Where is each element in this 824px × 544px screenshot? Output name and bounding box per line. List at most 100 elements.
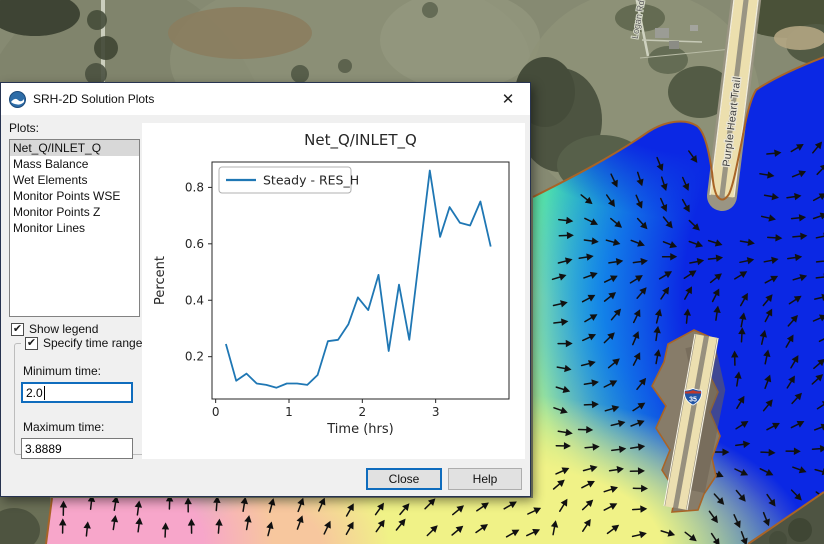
maximum-time-input[interactable]: [21, 438, 133, 459]
flow-arrow-icon: [739, 292, 748, 307]
plot-list-item[interactable]: Monitor Points WSE: [13, 189, 121, 203]
flow-arrow-icon: [653, 325, 661, 342]
flow-arrow-icon: [240, 496, 249, 512]
flow-arrow-icon: [630, 419, 645, 427]
help-button[interactable]: Help: [448, 468, 522, 490]
show-legend-row[interactable]: ✔ Show legend: [11, 322, 98, 336]
flow-arrow-icon: [424, 498, 436, 510]
flow-arrow-icon: [636, 171, 644, 187]
flow-arrow-icon: [764, 275, 779, 284]
flow-arrow-icon: [813, 358, 824, 370]
flow-arrow-icon: [815, 232, 824, 240]
flow-arrow-icon: [604, 405, 620, 413]
flow-arrow-icon: [707, 239, 723, 247]
building: [655, 28, 669, 38]
flow-arrow-icon: [763, 349, 771, 365]
flow-arrow-icon: [710, 532, 720, 544]
show-legend-checkbox[interactable]: ✔: [11, 322, 24, 336]
flow-arrow-icon: [788, 295, 802, 305]
flow-arrow-icon: [557, 339, 573, 348]
flow-arrow-icon: [631, 531, 647, 539]
chart-figure: Net_Q/INLET_Q 0 1 2 3 0.2 0.4 0.6 0.8 Time (hrs) P…: [142, 123, 525, 459]
flow-arrow-icon: [681, 176, 690, 191]
close-icon[interactable]: ✕: [501, 91, 515, 108]
flow-arrow-icon: [660, 529, 676, 537]
flow-arrow-icon: [709, 273, 722, 284]
flow-arrow-icon: [603, 292, 617, 302]
flow-arrow-icon: [580, 360, 596, 368]
flow-arrow-icon: [581, 499, 594, 511]
plot-list-item[interactable]: Mass Balance: [13, 157, 89, 171]
flow-arrow-icon: [815, 257, 824, 265]
flow-arrow-icon: [632, 352, 641, 366]
flow-arrow-icon: [762, 399, 773, 412]
flow-arrow-icon: [606, 524, 620, 535]
plot-list-item[interactable]: Monitor Points Z: [13, 205, 101, 219]
flow-arrow-icon: [451, 525, 464, 536]
flow-arrow-icon: [610, 217, 623, 228]
flow-arrow-icon: [707, 254, 724, 262]
plot-list-item[interactable]: Monitor Lines: [13, 221, 86, 235]
specify-time-range-label: Specify time range: [43, 336, 143, 350]
flow-arrow-icon: [790, 420, 805, 429]
flow-arrow-icon: [583, 400, 599, 409]
flow-arrow-icon: [812, 141, 823, 154]
flow-arrow-icon: [760, 214, 776, 222]
flow-arrow-icon: [631, 505, 648, 513]
flow-arrow-icon: [653, 349, 662, 365]
flow-arrow-icon: [713, 305, 721, 321]
flow-arrow-icon: [733, 514, 741, 529]
plot-list[interactable]: Net_Q/INLET_Q Mass Balance Wet Elements Mon…: [9, 139, 140, 317]
flow-arrow-icon: [632, 402, 646, 412]
flow-arrow-icon: [762, 511, 770, 527]
flow-arrow-icon: [184, 497, 192, 513]
flow-arrow-icon: [734, 468, 749, 476]
y-tick-label: 0.8: [185, 180, 204, 194]
flow-arrow-icon: [787, 315, 798, 327]
flow-arrow-icon: [811, 445, 824, 453]
specify-time-range-row[interactable]: ✔ Specify time range: [21, 336, 147, 350]
flow-arrow-icon: [735, 440, 751, 449]
flow-arrow-icon: [83, 521, 91, 537]
x-tick-label: 2: [359, 405, 367, 419]
flow-arrow-icon: [558, 216, 574, 225]
flow-arrow-icon: [785, 334, 794, 348]
flow-arrow-icon: [605, 238, 621, 246]
specify-time-range-checkbox[interactable]: ✔: [25, 336, 38, 350]
flow-arrow-icon: [735, 421, 749, 430]
flow-arrow-icon: [766, 149, 782, 157]
flow-arrow-icon: [555, 442, 571, 450]
flow-arrow-icon: [739, 312, 747, 328]
close-button[interactable]: Close: [366, 468, 442, 490]
flow-arrow-icon: [791, 392, 802, 405]
flow-arrow-icon: [629, 443, 646, 451]
flow-arrow-icon: [608, 465, 624, 474]
flow-arrow-icon: [656, 156, 664, 172]
dialog-titlebar[interactable]: SRH-2D Solution Plots ✕: [1, 83, 530, 115]
flow-arrow-icon: [654, 308, 663, 324]
flow-arrow-icon: [681, 198, 690, 213]
plot-list-item[interactable]: Wet Elements: [13, 173, 88, 187]
flow-arrow-icon: [766, 422, 780, 431]
flow-arrow-icon: [790, 355, 799, 369]
flow-arrow-icon: [556, 364, 572, 373]
plot-list-item[interactable]: Net_Q/INLET_Q: [10, 140, 139, 156]
flow-arrow-icon: [557, 428, 573, 437]
flow-arrow-icon: [636, 377, 647, 391]
flow-arrow-icon: [187, 518, 196, 534]
flow-arrow-icon: [636, 217, 648, 230]
flow-arrow-icon: [318, 497, 326, 512]
legend-label: Steady - RES_H: [263, 173, 359, 188]
flow-arrow-icon: [558, 231, 574, 240]
flow-arrow-icon: [688, 240, 704, 248]
flow-arrow-icon: [816, 400, 824, 410]
flow-arrow-icon: [555, 385, 571, 393]
flow-arrow-icon: [165, 494, 174, 510]
flow-arrow-icon: [792, 466, 807, 474]
flow-arrow-icon: [610, 173, 618, 188]
flow-arrow-icon: [583, 271, 598, 279]
flow-arrow-icon: [760, 448, 776, 457]
minimum-time-input[interactable]: [21, 382, 133, 403]
flow-arrow-icon: [786, 192, 802, 201]
svg-text:35: 35: [689, 397, 697, 404]
